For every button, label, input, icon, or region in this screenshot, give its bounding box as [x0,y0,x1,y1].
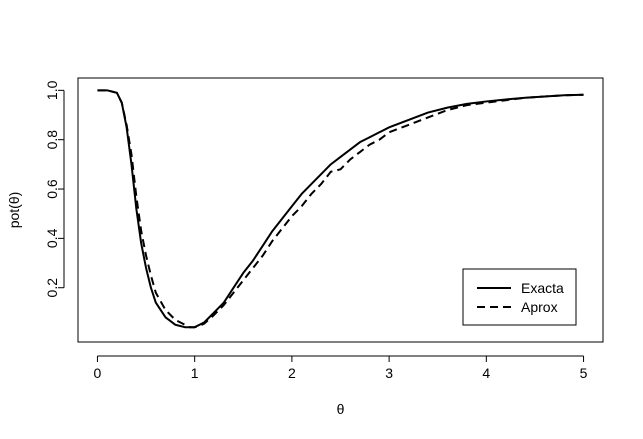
series-line-aprox [97,89,584,329]
x-axis: 0 1 2 3 4 5 [94,355,588,381]
y-tick-label: 0.2 [44,278,60,298]
legend-box [462,268,577,326]
legend-label-aprox: Aprox [521,299,558,315]
y-tick-label: 0.6 [44,179,60,199]
y-axis-title: pot(θ) [6,192,22,229]
plot-area [77,77,604,343]
x-tick-label: 0 [94,365,102,381]
y-tick-label: 0.8 [44,130,60,150]
legend-label-exacta: Exacta [521,280,564,296]
x-axis-title: θ [337,401,345,417]
x-tick-label: 3 [385,365,393,381]
y-tick-label: 1.0 [44,80,60,100]
y-tick-label: 0.4 [44,228,60,248]
y-axis: 0.2 0.4 0.6 0.8 1.0 [44,80,65,298]
series-line-exacta [97,89,584,329]
x-tick-label: 5 [580,365,588,381]
x-tick-label: 1 [191,365,199,381]
x-tick-label: 2 [288,365,296,381]
series-layer [97,89,584,329]
plot-frame [77,77,604,343]
legend: Exacta Aprox [462,268,577,326]
x-tick-label: 4 [482,365,490,381]
